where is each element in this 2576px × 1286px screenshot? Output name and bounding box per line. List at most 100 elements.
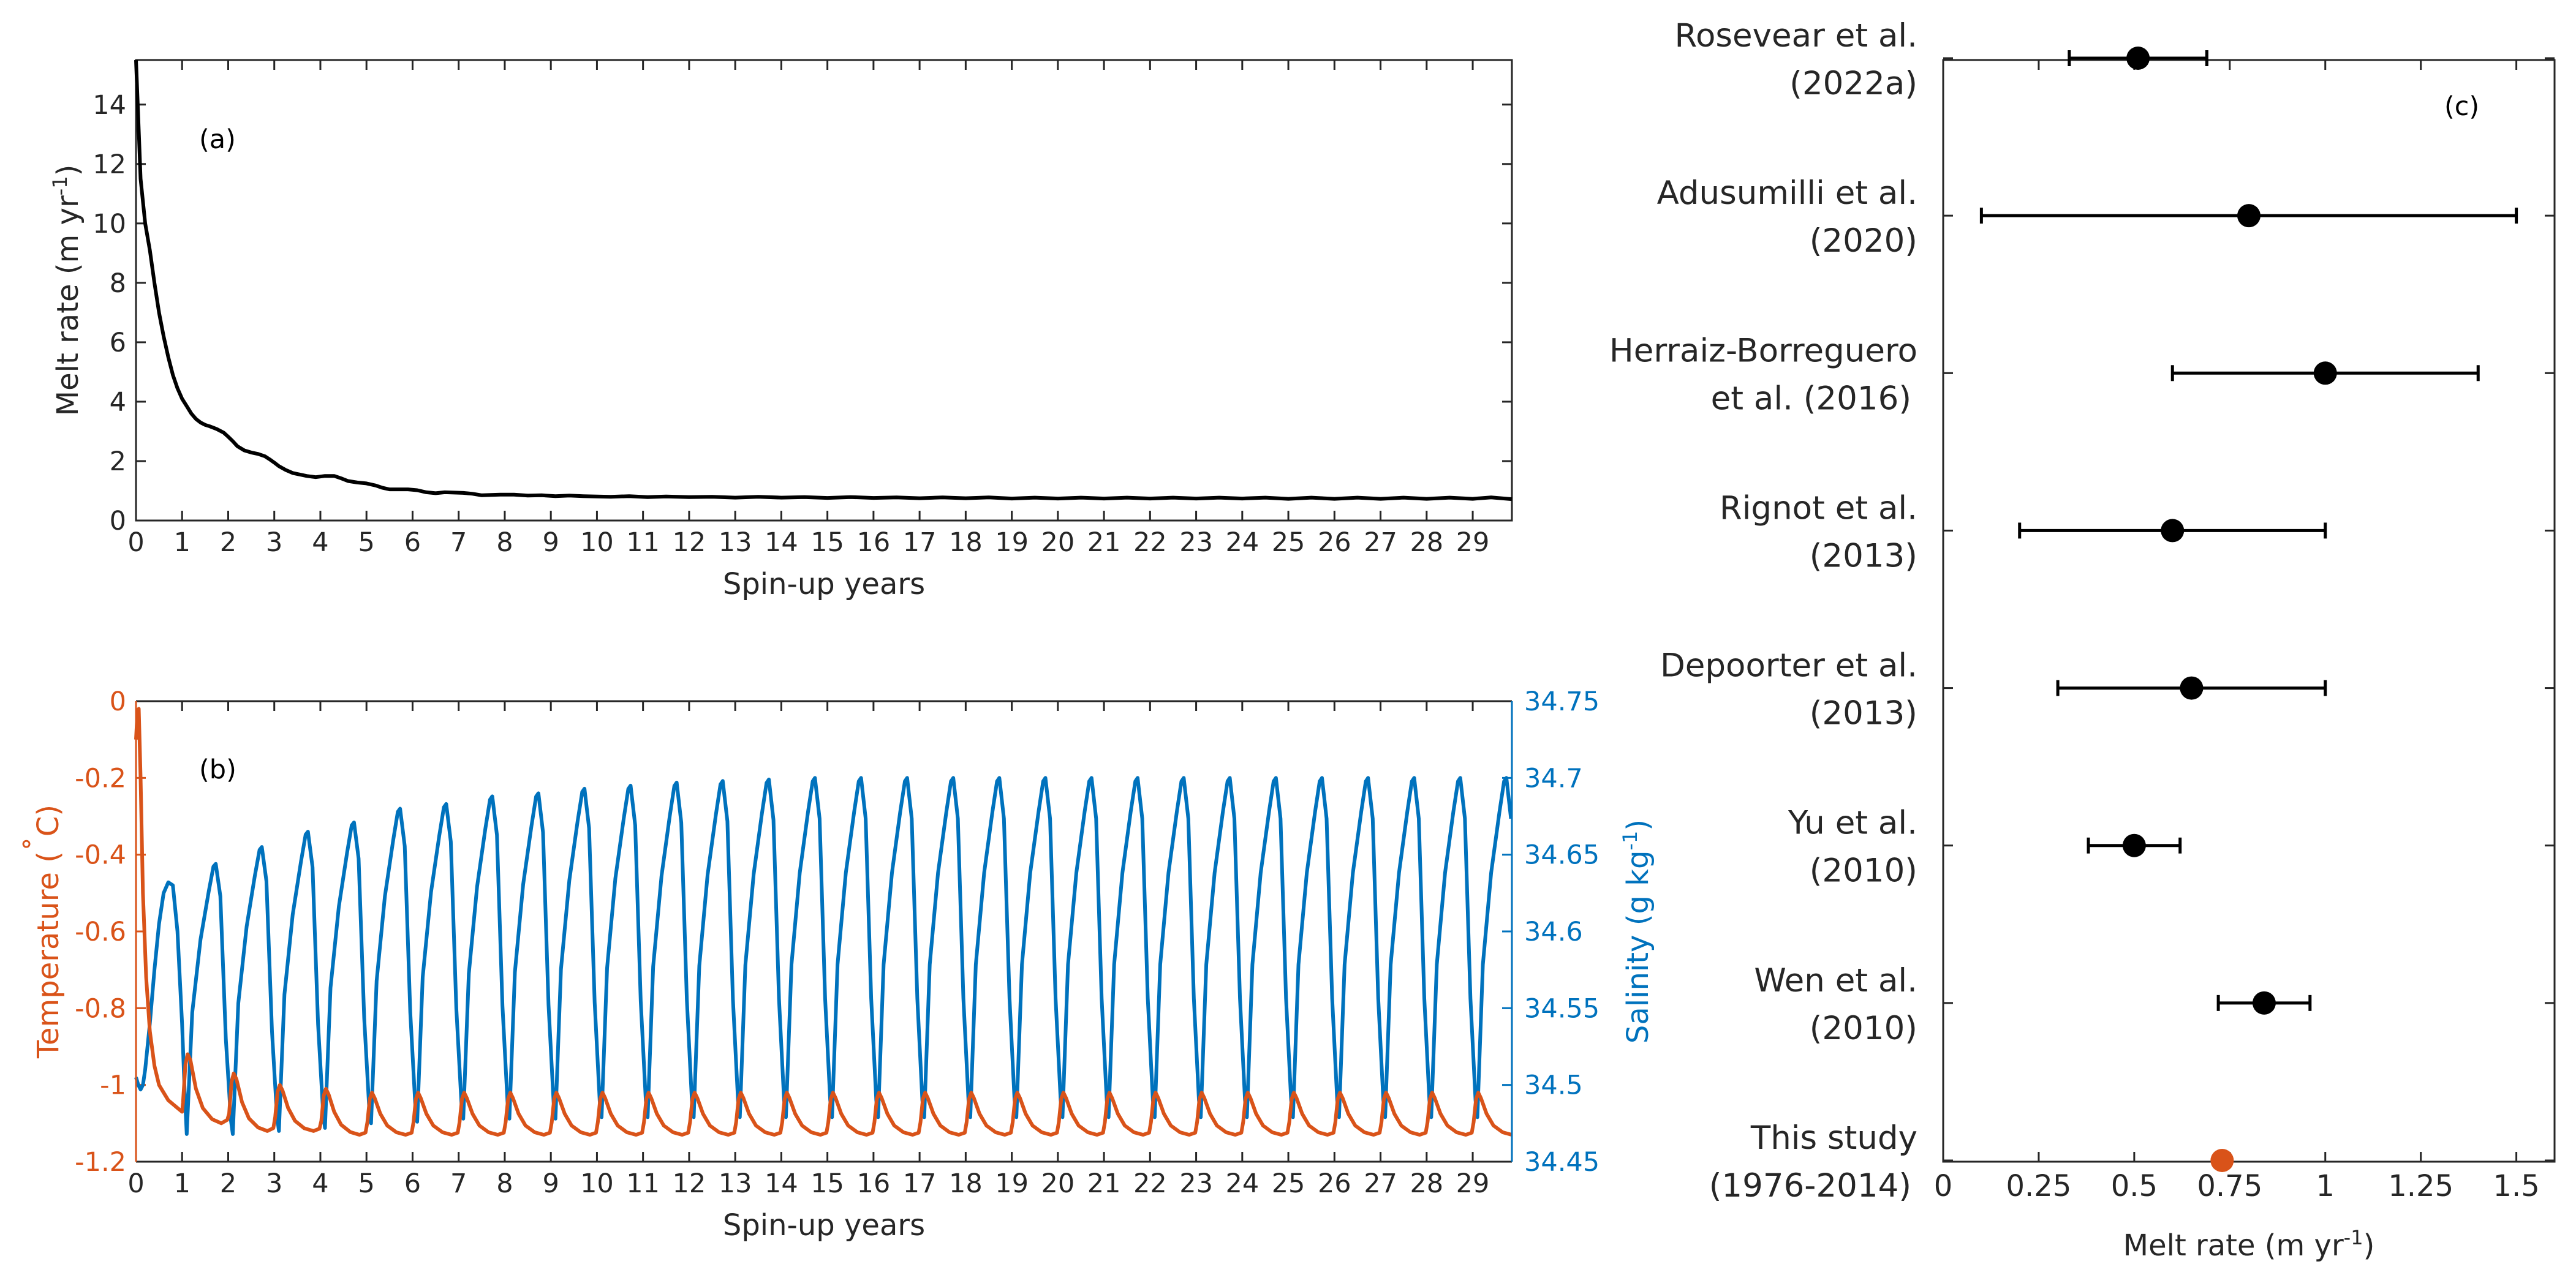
salinity-ytick-label: 34.6 [1524,917,1583,947]
b-xtick-label: 10 [580,1168,614,1199]
a-ytick-label: 2 [110,446,126,477]
study-marker [2313,361,2337,385]
b-xtick-label: 15 [810,1168,844,1199]
study-label-line1: Yu et al. [1788,805,1917,842]
a-xtick-label: 6 [404,527,421,558]
study-label-line2: (2010) [1810,1010,1917,1047]
salinity-ytick-label: 34.75 [1524,686,1600,717]
panel-c-studies: Rosevear et al. (2022a) Adusumilli et al. (… [1609,17,2555,1205]
a-xtick-label: 19 [995,527,1029,558]
a-xtick-label: 11 [626,527,660,558]
panel-a-ylabel-close: ) [51,165,85,176]
study-label-line2: (1976-2014) [1709,1167,1911,1205]
b-xtick-label: 12 [673,1168,706,1199]
b-xtick-label: 27 [1364,1168,1397,1199]
a-xtick-label: 2 [220,527,236,558]
study-marker [2122,833,2146,857]
temperature-line [134,707,1513,1137]
panel-b-label: (b) [199,754,236,785]
b-xtick-label: 11 [626,1168,660,1199]
b-xtick-label: 9 [543,1168,559,1199]
temperature-axis-unit: C) [31,805,66,837]
panel-b: 0 1 2 3 4 5 6 7 8 9 10 11 12 13 14 15 16 17 18 19 20 21 22 23 24… [21,686,1655,1243]
study-row: Rignot et al. (2013) [1720,489,2555,574]
b-xtick-label: 14 [765,1168,798,1199]
b-xtick-label: 2 [220,1168,236,1199]
temperature-ytick-label: -0.8 [75,993,126,1024]
b-xtick-label: 4 [312,1168,328,1199]
study-label-line2: (2020) [1810,222,1917,260]
study-label-line2: (2013) [1810,537,1917,574]
temperature-axis-degree: ˚ [21,837,56,851]
study-label-line1: Adusumilli et al. [1657,175,1917,212]
salinity-ytick-label: 34.7 [1524,763,1583,794]
a-xtick-label: 28 [1410,527,1443,558]
panel-b-ticks: 0 1 2 3 4 5 6 7 8 9 10 11 12 13 14 15 16 17 18 19 20 21 22 23 24… [75,686,1600,1199]
b-xtick-label: 6 [404,1168,421,1199]
study-row: Depoorter et al. (2013) [1660,647,2555,732]
a-xtick-label: 25 [1272,527,1305,558]
study-label-line2: (2013) [1810,695,1917,732]
study-marker [2126,47,2150,70]
salinity-axis-label-close: ) [1621,819,1655,831]
a-xtick-label: 24 [1225,527,1259,558]
temperature-ytick-label: -1.2 [75,1147,126,1178]
study-row: Yu et al. (2010) [1788,805,2555,890]
a-xtick-label: 12 [673,527,706,558]
b-xtick-label: 26 [1318,1168,1351,1199]
a-xtick-label: 13 [719,527,752,558]
c-xtick-label: 1.25 [2388,1169,2453,1203]
temperature-axis-label: Temperature (˚C) [21,805,66,1059]
study-row: Rosevear et al. (2022a) [1675,17,2555,102]
a-xtick-label: 20 [1041,527,1075,558]
salinity-ytick-label: 34.55 [1524,993,1600,1024]
b-xtick-label: 13 [719,1168,752,1199]
this-study-marker [2210,1149,2234,1172]
a-xtick-label: 18 [949,527,983,558]
c-xtick-label: 1.5 [2493,1169,2539,1203]
study-row: Adusumilli et al. (2020) [1657,175,2555,260]
study-label-line1: Rosevear et al. [1675,17,1917,55]
b-xtick-label: 28 [1410,1168,1443,1199]
b-xtick-label: 22 [1133,1168,1167,1199]
a-ytick-label: 0 [110,506,126,536]
study-label-line2: (2022a) [1789,65,1917,102]
panel-c-ticks: 0 0.25 0.5 0.75 1 1.25 1.5 [1934,60,2540,1203]
study-label-line2: (2010) [1810,852,1917,890]
a-xtick-label: 1 [174,527,191,558]
panel-b-xlabel: Spin-up years [723,1208,925,1243]
a-xtick-label: 4 [312,527,328,558]
panel-a-xlabel: Spin-up years [723,567,925,601]
b-xtick-label: 8 [496,1168,513,1199]
a-xtick-label: 5 [358,527,375,558]
b-xtick-label: 7 [450,1168,467,1199]
a-xtick-label: 29 [1456,527,1490,558]
salinity-axis-label-text: Salinity (g kg [1621,851,1655,1044]
panel-a-ticks: 0 1 2 3 4 5 6 7 8 9 10 11 12 13 14 15 16 17 18 19 20 21 22 23 24… [93,60,1512,558]
c-xtick-label: 0.5 [2111,1169,2158,1203]
a-xtick-label: 21 [1087,527,1121,558]
b-xtick-label: 16 [857,1168,891,1199]
panel-a-ylabel-sup: -1 [48,176,72,195]
study-marker [2237,204,2261,228]
study-row: This study (1976-2014) [1709,1119,2555,1205]
panel-a-frame [135,59,1513,522]
panel-c-label: (c) [2444,91,2479,122]
b-xtick-label: 18 [949,1168,983,1199]
b-xtick-label: 3 [266,1168,282,1199]
study-row: Wen et al. (2010) [1754,962,2555,1047]
a-xtick-label: 27 [1364,527,1397,558]
panel-a-label: (a) [199,124,236,155]
c-xtick-label: 1 [2316,1169,2335,1203]
salinity-ytick-label: 34.65 [1524,840,1600,871]
study-row: Herraiz-Borreguero et al. (2016) [1609,332,2555,417]
panel-a-ylabel: Melt rate (m yr-1) [48,165,85,416]
b-xtick-label: 25 [1272,1168,1305,1199]
a-xtick-label: 22 [1133,527,1167,558]
study-label-line1: Rignot et al. [1720,489,1917,527]
a-ytick-label: 4 [110,387,126,418]
panel-a: 0 1 2 3 4 5 6 7 8 9 10 11 12 13 14 15 16 17 18 19 20 21 22 23 24… [48,59,1513,601]
a-xtick-label: 26 [1318,527,1351,558]
salinity-axis-label: Salinity (g kg-1) [1618,819,1655,1043]
